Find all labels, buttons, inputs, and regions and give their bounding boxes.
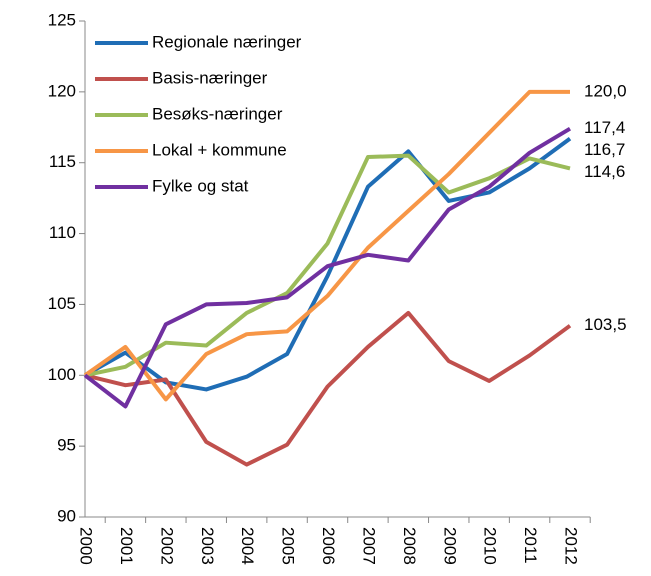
x-tick-label: 2007 (359, 527, 378, 565)
value-label: 117,4 (584, 118, 625, 137)
series-line (83, 89, 570, 402)
legend-label: Basis-næringer (152, 68, 268, 87)
y-tick-label: 100 (48, 365, 76, 384)
x-tick-label: 2004 (238, 527, 257, 565)
x-tick-label: 2009 (440, 527, 459, 565)
value-label: 114,6 (584, 162, 625, 181)
y-tick-label: 115 (49, 152, 76, 171)
series-line (84, 153, 571, 378)
y-tick-label: 125 (48, 10, 76, 29)
x-tick-label: 2005 (279, 527, 298, 565)
legend-label: Fylke og stat (152, 176, 249, 195)
value-label: 116,7 (584, 140, 625, 159)
y-tick-label: 120 (48, 81, 76, 100)
x-tick-label: 2010 (481, 527, 500, 565)
legend-label: Besøks-næringer (152, 104, 283, 123)
x-tick-label: 2012 (562, 527, 581, 565)
y-tick-label: 110 (49, 223, 76, 242)
x-tick-label: 2002 (157, 527, 176, 565)
legend-label: Lokal + kommune (152, 140, 287, 159)
y-tick-label: 105 (48, 294, 76, 313)
value-label: 120,0 (584, 81, 627, 100)
y-tick-label: 90 (57, 506, 76, 525)
x-tick-label: 2011 (521, 527, 540, 564)
x-tick-label: 2006 (319, 527, 338, 565)
series-line (83, 126, 572, 409)
x-tick-label: 2008 (400, 527, 419, 565)
x-tick-label: 2001 (117, 527, 136, 565)
value-label: 103,5 (584, 315, 627, 334)
x-tick-label: 2003 (198, 527, 217, 565)
x-tick-label: 2000 (77, 527, 96, 565)
y-tick-label: 95 (57, 436, 76, 455)
legend-label: Regionale næringer (152, 32, 302, 51)
series-line (84, 310, 572, 467)
